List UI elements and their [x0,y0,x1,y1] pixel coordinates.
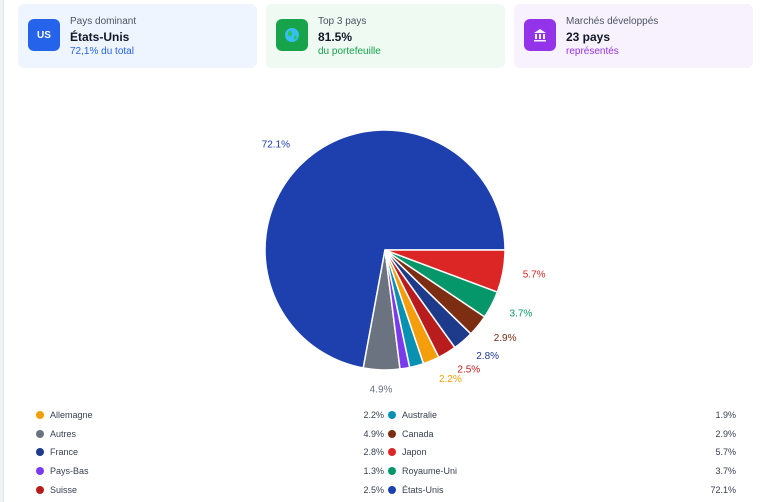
legend-swatch [36,467,44,476]
legend-value: 5.7% [715,447,736,458]
legend-item[interactable]: Suisse 2.5% [36,480,384,499]
legend-swatch [388,467,396,476]
legend-swatch [388,411,396,420]
legend-item[interactable]: Japon 5.7% [388,443,736,462]
legend-value: 72.1% [710,484,736,495]
card-label: Pays dominant [70,16,137,27]
card-developed-markets: Marchés développés 23 pays représentés [514,4,753,68]
card-value: États-Unis [70,29,130,44]
card-top3: Top 3 pays 81.5% du portefeuille [266,4,505,68]
pie-slice[interactable] [264,129,506,369]
legend-swatch [388,485,396,494]
card-sub: 72,1% du total [70,45,134,57]
legend-value: 2.8% [363,447,384,458]
legend-value: 1.3% [363,466,384,477]
legend-swatch [388,429,396,438]
bank-icon [524,19,556,51]
pie-slice-label: 2.2% [439,374,462,385]
legend-label: Royaume-Uni [402,466,458,477]
pie-slice-label: 4.9% [370,385,393,396]
legend-value: 1.9% [715,410,736,421]
legend-label: Suisse [50,484,78,495]
legend-label: Canada [402,428,434,439]
us-flag-icon: US [28,19,60,51]
legend-item[interactable]: Allemagne 2.2% [36,406,384,425]
legend-label: Japon [402,447,427,458]
card-value: 81.5% [318,29,353,44]
card-dominant-country: US Pays dominant États-Unis 72,1% du tot… [18,4,257,68]
legend-item[interactable]: Royaume-Uni 3.7% [388,462,736,481]
legend-value: 2.5% [363,484,384,495]
pie-slice-label: 2.9% [494,333,517,344]
card-sub: du portefeuille [318,45,381,57]
card-value: 23 pays [566,29,611,44]
legend-label: Australie [402,410,438,421]
legend-label: France [50,447,79,458]
legend-value: 2.2% [363,410,384,421]
legend-value: 2.9% [715,428,736,439]
legend-label: Autres [50,428,77,439]
legend-column-left: Allemagne 2.2% Autres 4.9% France 2.8% Pays-Ba… [36,406,384,499]
legend-value: 4.9% [363,428,384,439]
card-label: Marchés développés [566,16,659,27]
card-label: Top 3 pays [318,16,367,27]
globe-icon [276,19,308,51]
legend-label: Allemagne [50,410,93,421]
legend-item[interactable]: États-Unis 72.1% [388,480,736,499]
country-pie-chart: 72.1% 4.9% 2.2%2.5% 2.8% 2.9% 3.7% 5.7% [262,129,546,396]
legend-label: Pays-Bas [50,466,89,477]
legend-value: 3.7% [715,466,736,477]
pie-slice-label: 2.5% [457,364,480,375]
legend-item[interactable]: Pays-Bas 1.3% [36,462,384,481]
legend-item[interactable]: Autres 4.9% [36,425,384,444]
card-sub: représentés [566,45,619,57]
legend-item[interactable]: France 2.8% [36,443,384,462]
legend-label: États-Unis [402,484,444,495]
left-divider [0,0,4,502]
legend-swatch [36,485,44,494]
pie-slice-label: 2.8% [476,351,499,362]
pie-slice-label: 72.1% [262,140,290,151]
legend-swatch [36,429,44,438]
legend-item[interactable]: Australie 1.9% [388,406,736,425]
legend-swatch [388,448,396,457]
legend-swatch [36,411,44,420]
pie-slice-label: 5.7% [523,270,546,281]
legend-column-right: Australie 1.9% Canada 2.9% Japon 5.7% Royaume-… [388,406,736,499]
summary-cards: US Pays dominant États-Unis 72,1% du tot… [18,4,754,68]
legend-item[interactable]: Canada 2.9% [388,425,736,444]
legend-swatch [36,448,44,457]
pie-slice[interactable] [384,249,506,294]
pie-slice-label: 3.7% [510,309,533,320]
